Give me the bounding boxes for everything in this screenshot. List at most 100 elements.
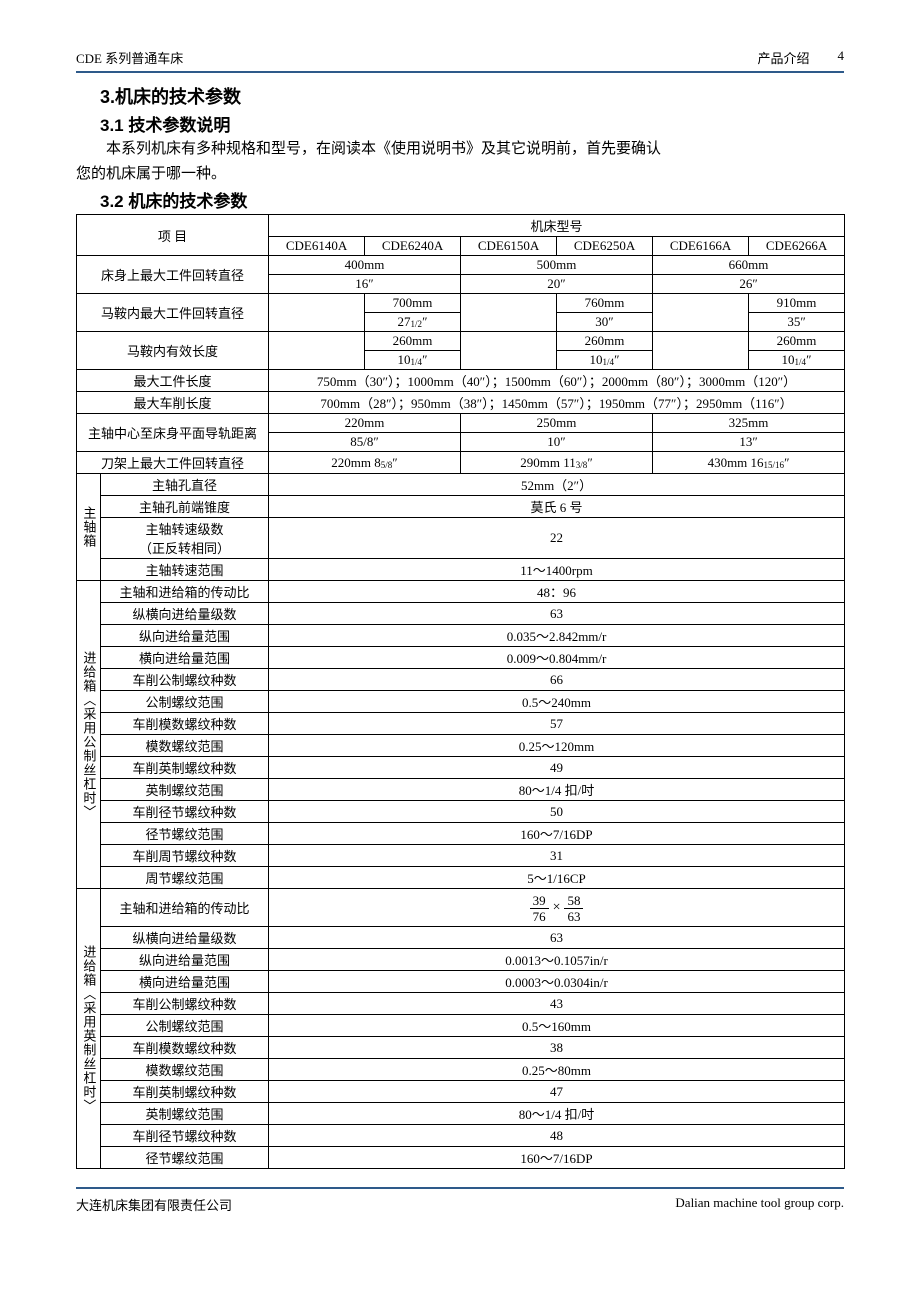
hdr-model-4: CDE6166A — [653, 237, 749, 256]
r1-c2-l1: 660mm — [653, 256, 845, 275]
g2-r8-l: 车削英制螺纹种数 — [101, 757, 269, 779]
g3-r3-v: 43 — [269, 993, 845, 1015]
g3-r9-v: 48 — [269, 1125, 845, 1147]
g3-r4-l: 公制螺纹范围 — [101, 1015, 269, 1037]
g3-r7-l: 车削英制螺纹种数 — [101, 1081, 269, 1103]
g2-r2-v: 0.035～2.842mm/r — [269, 625, 845, 647]
g2-r6-v: 57 — [269, 713, 845, 735]
g2-r11-l: 径节螺纹范围 — [101, 823, 269, 845]
header-page-no: 4 — [838, 48, 845, 67]
r7-c1: 290mm 113/8″ — [461, 452, 653, 474]
g2-r8-v: 49 — [269, 757, 845, 779]
g3-r0-l: 纵横向进给量级数 — [101, 927, 269, 949]
g3-r8-v: 80～1/4 扣/吋 — [269, 1103, 845, 1125]
spec-table: 项 目 机床型号 CDE6140A CDE6240A CDE6150A CDE6… — [76, 214, 845, 1169]
g2-r1-l: 纵横向进给量级数 — [101, 603, 269, 625]
r2-b2 — [653, 294, 749, 332]
r3-b2 — [653, 332, 749, 370]
g3-r0-v: 63 — [269, 927, 845, 949]
g3-r5-l: 车削模数螺纹种数 — [101, 1037, 269, 1059]
r5-label: 最大车削长度 — [77, 392, 269, 414]
g2-r5-l: 公制螺纹范围 — [101, 691, 269, 713]
g1-r1-l: 主轴孔前端锥度 — [101, 496, 269, 518]
r6-c2-l2: 13″ — [653, 433, 845, 452]
g2-r7-v: 0.25～120mm — [269, 735, 845, 757]
g2-r4-l: 车削公制螺纹种数 — [101, 669, 269, 691]
g2-r12-l: 车削周节螺纹种数 — [101, 845, 269, 867]
g2-r13-l: 周节螺纹范围 — [101, 867, 269, 889]
page-footer: 大连机床集团有限责任公司 Dalian machine tool group c… — [76, 1187, 844, 1214]
g3-ratio-l: 主轴和进给箱的传动比 — [101, 889, 269, 927]
hdr-model-5: CDE6266A — [749, 237, 845, 256]
footer-right: Dalian machine tool group corp. — [675, 1195, 844, 1214]
r3-c2-l1: 260mm — [749, 332, 845, 351]
r3-c0-l2: 101/4″ — [365, 351, 461, 370]
section-3-2-title: 3.2 机床的技术参数 — [100, 187, 844, 212]
header-left: CDE 系列普通车床 — [76, 48, 183, 67]
r1-label: 床身上最大工件回转直径 — [77, 256, 269, 294]
g2-r2-l: 纵向进给量范围 — [101, 625, 269, 647]
hdr-group: 机床型号 — [269, 215, 845, 237]
g2-vlabel: 进给箱︿采用公制丝杠时﹀ — [77, 581, 101, 889]
g1-r3-l: 主轴转速范围 — [101, 559, 269, 581]
r3-c1-l2: 101/4″ — [557, 351, 653, 370]
g3-r2-v: 0.0003～0.0304in/r — [269, 971, 845, 993]
r1-c0-l1: 400mm — [269, 256, 461, 275]
g3-r2-l: 横向进给量范围 — [101, 971, 269, 993]
r1-c2-l2: 26″ — [653, 275, 845, 294]
g2-r1-v: 63 — [269, 603, 845, 625]
g2-r11-v: 160～7/16DP — [269, 823, 845, 845]
section-3-title: 3.机床的技术参数 — [100, 83, 844, 109]
g1-r2-v: 22 — [269, 518, 845, 559]
hdr-model-2: CDE6150A — [461, 237, 557, 256]
r6-label: 主轴中心至床身平面导轨距离 — [77, 414, 269, 452]
r2-c1-l1: 760mm — [557, 294, 653, 313]
g3-r10-l: 径节螺纹范围 — [101, 1147, 269, 1169]
r1-c1-l1: 500mm — [461, 256, 653, 275]
footer-left: 大连机床集团有限责任公司 — [76, 1195, 232, 1214]
intro-line-1: 本系列机床有多种规格和型号，在阅读本《使用说明书》及其它说明前，首先要确认 — [76, 138, 844, 161]
r1-c1-l2: 20″ — [461, 275, 653, 294]
g2-r6-l: 车削模数螺纹种数 — [101, 713, 269, 735]
r6-c0-l2: 85/8″ — [269, 433, 461, 452]
r3-c1-l1: 260mm — [557, 332, 653, 351]
r3-c2-l2: 101/4″ — [749, 351, 845, 370]
r7-label: 刀架上最大工件回转直径 — [77, 452, 269, 474]
g3-r10-v: 160～7/16DP — [269, 1147, 845, 1169]
r3-label: 马鞍内有效长度 — [77, 332, 269, 370]
r6-c1-l2: 10″ — [461, 433, 653, 452]
g2-r0-v: 48：96 — [269, 581, 845, 603]
g3-r5-v: 38 — [269, 1037, 845, 1059]
r3-c0-l1: 260mm — [365, 332, 461, 351]
g2-r9-l: 英制螺纹范围 — [101, 779, 269, 801]
g3-r1-l: 纵向进给量范围 — [101, 949, 269, 971]
page-header: CDE 系列普通车床 产品介绍 4 — [76, 48, 844, 73]
g2-r7-l: 模数螺纹范围 — [101, 735, 269, 757]
g3-r4-v: 0.5～160mm — [269, 1015, 845, 1037]
g3-r7-v: 47 — [269, 1081, 845, 1103]
hdr-model-0: CDE6140A — [269, 237, 365, 256]
g1-vlabel: 主轴箱 — [77, 474, 101, 581]
r2-c0-l1: 700mm — [365, 294, 461, 313]
r6-c2-l1: 325mm — [653, 414, 845, 433]
g3-r1-v: 0.0013～0.1057in/r — [269, 949, 845, 971]
r4-val: 750mm（30″）；1000mm（40″）；1500mm（60″）；2000m… — [269, 370, 845, 392]
r2-c2-l1: 910mm — [749, 294, 845, 313]
r2-label: 马鞍内最大工件回转直径 — [77, 294, 269, 332]
section-3-1-title: 3.1 技术参数说明 — [100, 111, 844, 136]
g2-r5-v: 0.5～240mm — [269, 691, 845, 713]
r2-b0 — [269, 294, 365, 332]
intro-line-2: 您的机床属于哪一种。 — [76, 163, 844, 186]
r2-b1 — [461, 294, 557, 332]
g1-r0-l: 主轴孔直径 — [101, 474, 269, 496]
r7-c0: 220mm 85/8″ — [269, 452, 461, 474]
g2-r10-v: 50 — [269, 801, 845, 823]
r2-c0-l2: 271/2″ — [365, 313, 461, 332]
r1-c0-l2: 16″ — [269, 275, 461, 294]
r2-c1-l2: 30″ — [557, 313, 653, 332]
r6-c1-l1: 250mm — [461, 414, 653, 433]
hdr-item: 项 目 — [77, 215, 269, 256]
g1-r1-v: 莫氏 6 号 — [269, 496, 845, 518]
g2-r4-v: 66 — [269, 669, 845, 691]
g3-r9-l: 车削径节螺纹种数 — [101, 1125, 269, 1147]
